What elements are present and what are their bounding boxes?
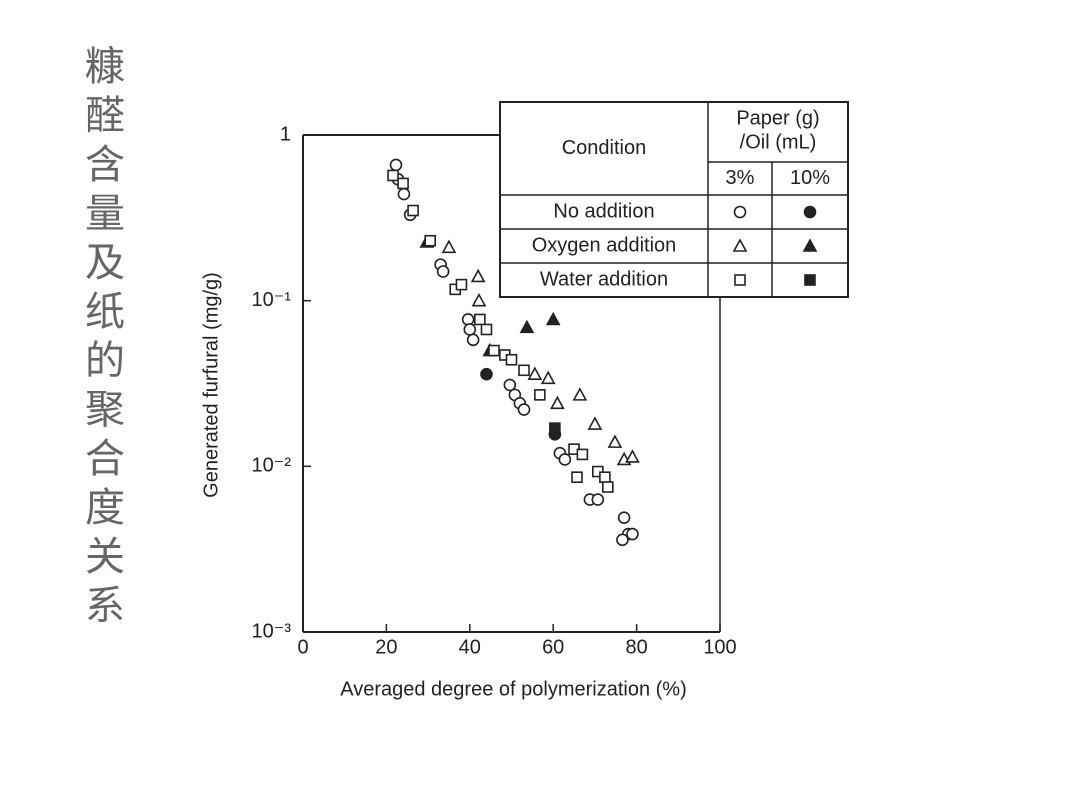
data-point (436, 265, 450, 278)
legend-marker (804, 274, 816, 286)
legend-label: No addition (553, 200, 654, 222)
data-point (474, 313, 486, 326)
legend-ratio-header: Paper (g) (736, 107, 819, 129)
legend-marker (732, 238, 748, 252)
data-point (518, 364, 530, 377)
y-axis-label: Generated furfural (mg/g) (200, 272, 222, 498)
data-point (389, 158, 403, 172)
data-point (441, 239, 457, 254)
data-point (626, 527, 639, 541)
data-point (572, 387, 588, 401)
data-point (534, 389, 546, 401)
legend-label: Oxygen addition (532, 234, 677, 256)
data-point (505, 353, 518, 366)
legend-header: Condition (562, 137, 647, 159)
legend-ratio: 10% (790, 167, 830, 189)
data-point (571, 471, 583, 483)
vertical-title: 糠醛含量及纸的聚合度关系 (85, 44, 125, 629)
legend-label: Water addition (540, 268, 668, 290)
x-tick-label: 20 (375, 636, 397, 658)
legend-marker (734, 274, 746, 286)
data-point (599, 471, 611, 483)
data-point (397, 187, 411, 201)
data-point (471, 292, 487, 307)
data-point (558, 453, 572, 466)
y-tick-label: 10⁻¹ (252, 289, 292, 311)
data-point (625, 449, 640, 463)
data-point (387, 169, 399, 182)
data-point (480, 323, 493, 336)
vertical-title-text: 糠醛含量及纸的聚合度关系 (85, 44, 125, 629)
x-tick-label: 0 (297, 636, 308, 658)
x-tick-label: 80 (625, 636, 647, 658)
y-tick-label: 1 (280, 123, 291, 145)
data-point (549, 422, 561, 434)
data-point (517, 403, 531, 416)
data-point (424, 234, 436, 247)
data-point (519, 319, 535, 334)
legend-marker (802, 238, 818, 252)
data-point (407, 204, 419, 217)
data-point (540, 370, 556, 385)
data-point (463, 323, 477, 336)
y-tick-label: 10⁻³ (252, 620, 292, 642)
y-tick-label: 10⁻² (252, 455, 292, 477)
legend-ratio-header: /Oil (mL) (740, 131, 817, 153)
legend-marker (803, 205, 817, 219)
data-point (461, 313, 475, 326)
x-tick-label: 60 (542, 636, 564, 658)
data-point (550, 395, 565, 410)
x-axis-label: Averaged degree of polymerization (%) (340, 678, 686, 700)
data-point (503, 378, 517, 392)
data-point (466, 333, 480, 347)
legend-box (499, 101, 849, 298)
data-point (397, 177, 409, 190)
data-point (545, 311, 561, 326)
data-point (616, 533, 629, 547)
data-point (480, 367, 493, 381)
data-point (607, 434, 623, 448)
data-point (587, 416, 603, 430)
data-point (591, 493, 605, 506)
data-point (617, 511, 631, 524)
legend-marker (733, 205, 747, 219)
data-point (576, 448, 589, 461)
data-point (455, 278, 468, 291)
data-point (470, 268, 486, 283)
legend-ratio: 3% (726, 167, 755, 189)
data-point (527, 366, 543, 380)
x-tick-label: 40 (459, 636, 481, 658)
x-tick-label: 100 (703, 636, 736, 658)
data-point (602, 481, 614, 493)
data-point (488, 344, 500, 357)
